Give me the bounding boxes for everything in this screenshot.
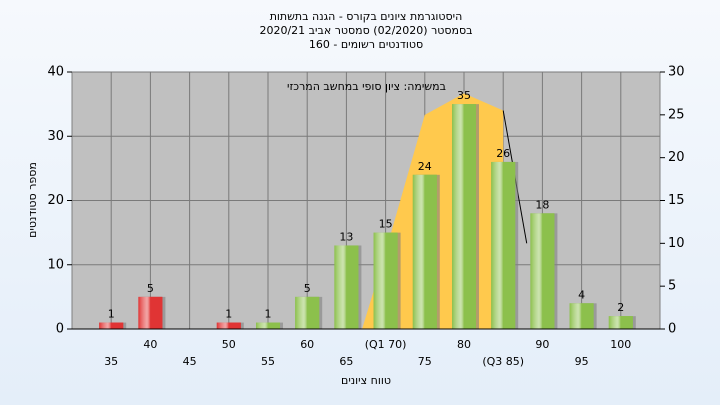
data-label: 5 (147, 282, 154, 295)
x-tick-label: 50 (222, 338, 236, 351)
data-label: 15 (379, 218, 393, 231)
x-tick-label: (Q3 85) (482, 355, 524, 368)
y2-tick-label: 5 (668, 279, 676, 294)
x-tick-label: 80 (457, 338, 471, 351)
x-tick-label: 100 (610, 338, 631, 351)
data-label: 5 (304, 282, 311, 295)
x-tick-label: 35 (104, 355, 118, 368)
x-tick-label: 95 (575, 355, 589, 368)
y-tick-label: 0 (56, 322, 64, 337)
y-tick-label: 30 (47, 129, 64, 144)
y-tick-label: 20 (47, 193, 64, 208)
x-tick-label: 40 (143, 338, 157, 351)
chart-subtitle: סטודנטים רשומים - 160 (309, 38, 423, 51)
y-tick-label: 40 (47, 65, 64, 80)
data-label: 26 (496, 147, 510, 160)
x-tick-label: 75 (418, 355, 432, 368)
y-tick-label: 10 (47, 257, 64, 272)
data-label: 1 (108, 308, 115, 321)
data-label: 13 (339, 230, 353, 243)
data-label: 4 (578, 288, 585, 301)
data-label: 24 (418, 160, 432, 173)
y2-tick-label: 0 (668, 322, 676, 337)
y2-tick-label: 10 (668, 236, 685, 251)
y-axis-label: מספר סטודנטים (26, 162, 39, 238)
x-tick-label: 65 (339, 355, 353, 368)
x-axis-label: טווח ציונים (341, 374, 391, 387)
data-label: 35 (457, 89, 471, 102)
chart-subtitle: בסמסטר (02/2020) סמסטר אביב 2020/21 (259, 24, 472, 37)
y2-tick-label: 20 (668, 150, 685, 165)
data-label: 1 (265, 308, 272, 321)
x-tick-label: 45 (183, 355, 197, 368)
y2-tick-label: 30 (668, 65, 685, 80)
chart-title: היסטוגרמת ציונים בקורס - הגנה בתשתות (270, 10, 463, 23)
x-tick-label: (Q1 70) (365, 338, 407, 351)
data-label: 1 (225, 308, 232, 321)
y2-tick-label: 15 (668, 193, 685, 208)
annotation: במשימה: ציון סופי במחשב המרכזי (287, 80, 446, 93)
x-tick-label: 90 (535, 338, 549, 351)
y2-tick-label: 25 (668, 107, 685, 122)
x-tick-label: 60 (300, 338, 314, 351)
data-label: 2 (617, 301, 624, 314)
data-label: 18 (535, 198, 549, 211)
x-tick-label: 55 (261, 355, 275, 368)
